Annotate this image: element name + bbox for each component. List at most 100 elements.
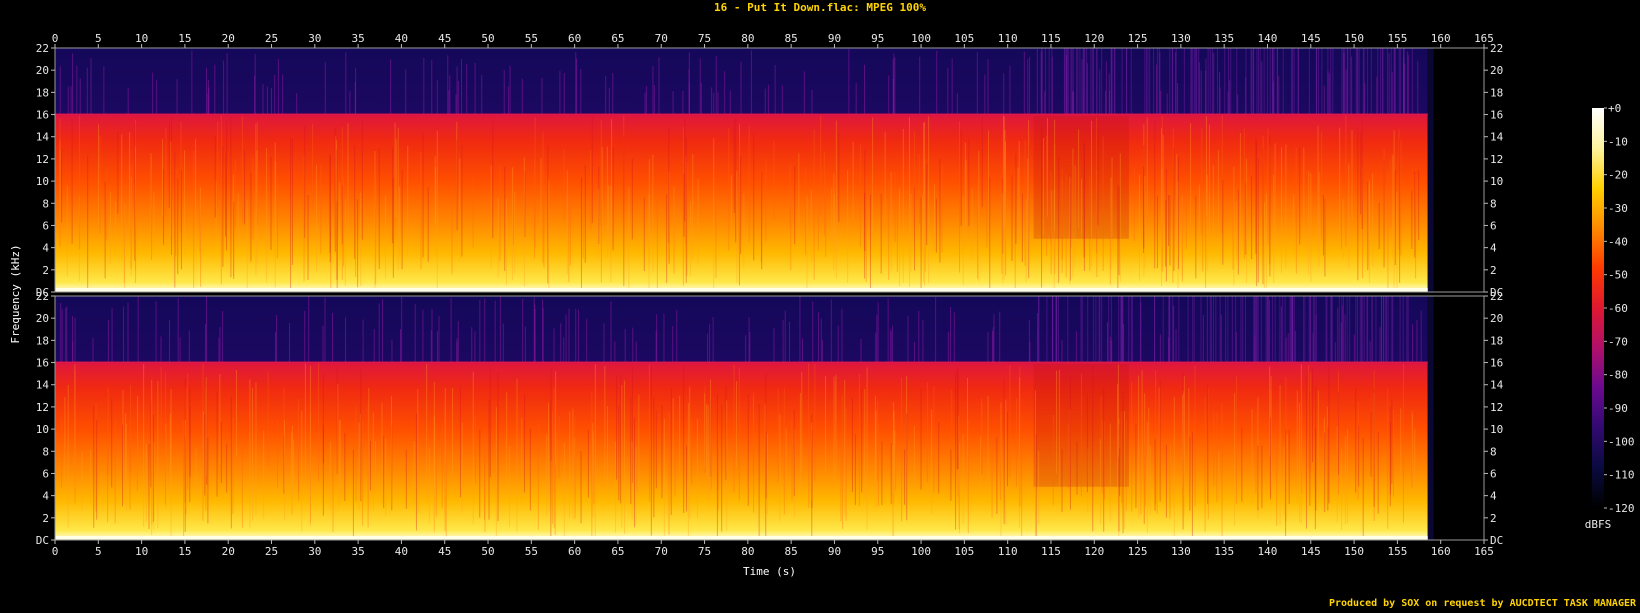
x-tick-label: 105 [954, 545, 974, 558]
texture-streak [341, 127, 343, 280]
x-tick-label: 30 [308, 32, 321, 45]
high-freq-spike [575, 308, 577, 363]
texture-streak [399, 186, 401, 257]
texture-streak [1300, 364, 1302, 523]
high-freq-spike [1055, 296, 1057, 363]
texture-streak [584, 165, 586, 263]
texture-streak [709, 379, 711, 492]
texture-streak [1156, 196, 1158, 269]
texture-streak [291, 425, 293, 516]
y-tick-label: 16 [1490, 357, 1503, 370]
high-freq-spike [1196, 48, 1198, 115]
texture-streak [550, 368, 552, 461]
texture-streak [1148, 407, 1150, 508]
colorbar-tick-label: -100 [1608, 435, 1635, 448]
texture-streak [1204, 396, 1206, 532]
colorbar-tick-label: -20 [1608, 169, 1628, 182]
texture-streak [1005, 176, 1007, 276]
texture-streak [1069, 176, 1071, 285]
texture-streak [706, 404, 708, 476]
high-freq-spike [499, 296, 501, 363]
texture-streak [81, 451, 83, 511]
texture-streak [598, 166, 600, 244]
texture-streak [894, 172, 896, 243]
y-tick-label: 6 [1490, 219, 1497, 232]
texture-streak [177, 178, 179, 275]
texture-streak [799, 393, 801, 488]
x-tick-label: 10 [135, 545, 148, 558]
texture-streak [1344, 435, 1346, 525]
high-freq-spike [1237, 94, 1239, 115]
high-freq-spike [1099, 69, 1101, 115]
high-freq-spike [820, 318, 822, 363]
texture-streak [204, 414, 206, 496]
high-freq-spike [855, 82, 857, 115]
texture-streak [125, 413, 127, 486]
high-freq-spike [1291, 296, 1293, 363]
texture-streak [381, 402, 383, 504]
high-freq-spike [542, 299, 544, 363]
texture-streak [1054, 119, 1056, 230]
texture-streak [1173, 396, 1175, 538]
high-freq-spike [1254, 335, 1256, 363]
texture-streak [514, 192, 516, 275]
texture-streak [1123, 410, 1125, 530]
high-freq-spike [699, 58, 701, 115]
high-freq-spike [1093, 48, 1095, 115]
y-tick-label: 22 [36, 42, 49, 55]
high-freq-spike [1193, 296, 1195, 363]
high-freq-spike [1267, 296, 1269, 363]
high-freq-spike [950, 306, 952, 363]
high-freq-spike [1175, 48, 1177, 115]
high-freq-spike [1175, 52, 1177, 115]
texture-streak [807, 363, 809, 458]
high-freq-spike [1315, 314, 1317, 363]
texture-streak [1087, 448, 1089, 513]
x-tick-label: 65 [611, 32, 624, 45]
texture-streak [483, 434, 485, 520]
texture-streak [1092, 366, 1094, 532]
texture-streak [339, 182, 341, 260]
high-freq-spike [635, 341, 637, 363]
texture-streak [1109, 423, 1111, 522]
high-freq-spike [1332, 48, 1334, 115]
high-freq-spike [1038, 296, 1040, 363]
high-freq-spike [1225, 296, 1227, 363]
texture-streak [122, 389, 124, 474]
texture-streak [785, 427, 787, 489]
texture-streak [301, 410, 303, 532]
texture-streak [926, 381, 928, 483]
texture-streak [1169, 445, 1171, 508]
texture-streak [1041, 125, 1043, 288]
high-freq-spike [354, 81, 356, 115]
high-freq-spike [767, 84, 769, 115]
texture-streak [1002, 177, 1004, 254]
high-freq-spike [436, 331, 438, 363]
texture-streak [566, 170, 568, 275]
texture-streak [864, 192, 866, 279]
texture-streak [980, 435, 982, 490]
texture-streak [835, 374, 837, 473]
high-freq-spike [1404, 63, 1406, 115]
high-freq-spike [1358, 48, 1360, 115]
high-freq-spike [1149, 48, 1151, 115]
x-tick-label: 70 [655, 545, 668, 558]
x-tick-label: 160 [1431, 32, 1451, 45]
texture-streak [151, 438, 153, 525]
high-freq-spike [391, 339, 393, 363]
high-freq-spike [1257, 296, 1259, 363]
x-tick-label: 95 [871, 545, 884, 558]
texture-streak [122, 424, 124, 507]
x-tick-label: 40 [395, 32, 408, 45]
high-freq-spike [1082, 48, 1084, 115]
texture-streak [315, 164, 317, 272]
texture-streak [150, 400, 152, 488]
texture-streak [291, 138, 293, 265]
texture-streak [987, 130, 989, 234]
high-freq-spike [1072, 91, 1074, 115]
high-freq-spike [1297, 48, 1299, 115]
texture-streak [335, 136, 337, 250]
high-freq-spike [205, 296, 207, 363]
texture-streak [150, 153, 152, 232]
